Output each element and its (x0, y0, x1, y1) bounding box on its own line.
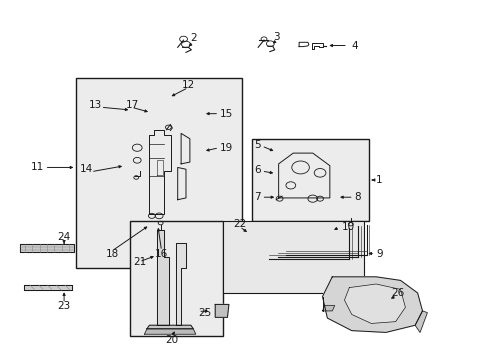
Text: 14: 14 (79, 164, 92, 174)
Polygon shape (20, 244, 74, 252)
Polygon shape (144, 329, 195, 334)
Text: 11: 11 (31, 162, 44, 172)
Polygon shape (344, 284, 405, 323)
Polygon shape (322, 306, 334, 311)
Text: 23: 23 (58, 301, 71, 311)
Bar (76, 78, 242, 268)
Text: 19: 19 (220, 143, 233, 153)
Bar (130, 221, 222, 336)
Bar (222, 221, 363, 293)
Polygon shape (23, 285, 72, 290)
Text: 25: 25 (198, 308, 211, 318)
Text: 21: 21 (133, 257, 146, 267)
Polygon shape (215, 305, 228, 318)
Text: 2: 2 (190, 33, 196, 43)
Text: 5: 5 (254, 140, 260, 150)
Text: 4: 4 (351, 41, 358, 50)
Text: 20: 20 (164, 334, 178, 345)
Text: 6: 6 (254, 165, 260, 175)
Polygon shape (176, 243, 185, 325)
Text: 13: 13 (89, 100, 102, 110)
Polygon shape (157, 230, 168, 325)
Text: 8: 8 (353, 192, 360, 202)
Polygon shape (414, 311, 427, 332)
Polygon shape (322, 277, 422, 332)
Text: 18: 18 (106, 248, 119, 258)
Text: 15: 15 (220, 109, 233, 119)
Text: 12: 12 (182, 80, 195, 90)
Text: 3: 3 (272, 32, 279, 41)
Text: 16: 16 (155, 248, 168, 258)
Polygon shape (147, 325, 193, 329)
Text: 10: 10 (341, 222, 354, 231)
Text: 26: 26 (391, 288, 404, 298)
Text: 1: 1 (375, 175, 382, 185)
Text: 24: 24 (58, 232, 71, 242)
Text: 7: 7 (254, 192, 260, 202)
Text: 9: 9 (375, 248, 382, 258)
Bar (251, 139, 368, 221)
Text: 17: 17 (125, 100, 139, 110)
Text: 22: 22 (232, 219, 246, 229)
